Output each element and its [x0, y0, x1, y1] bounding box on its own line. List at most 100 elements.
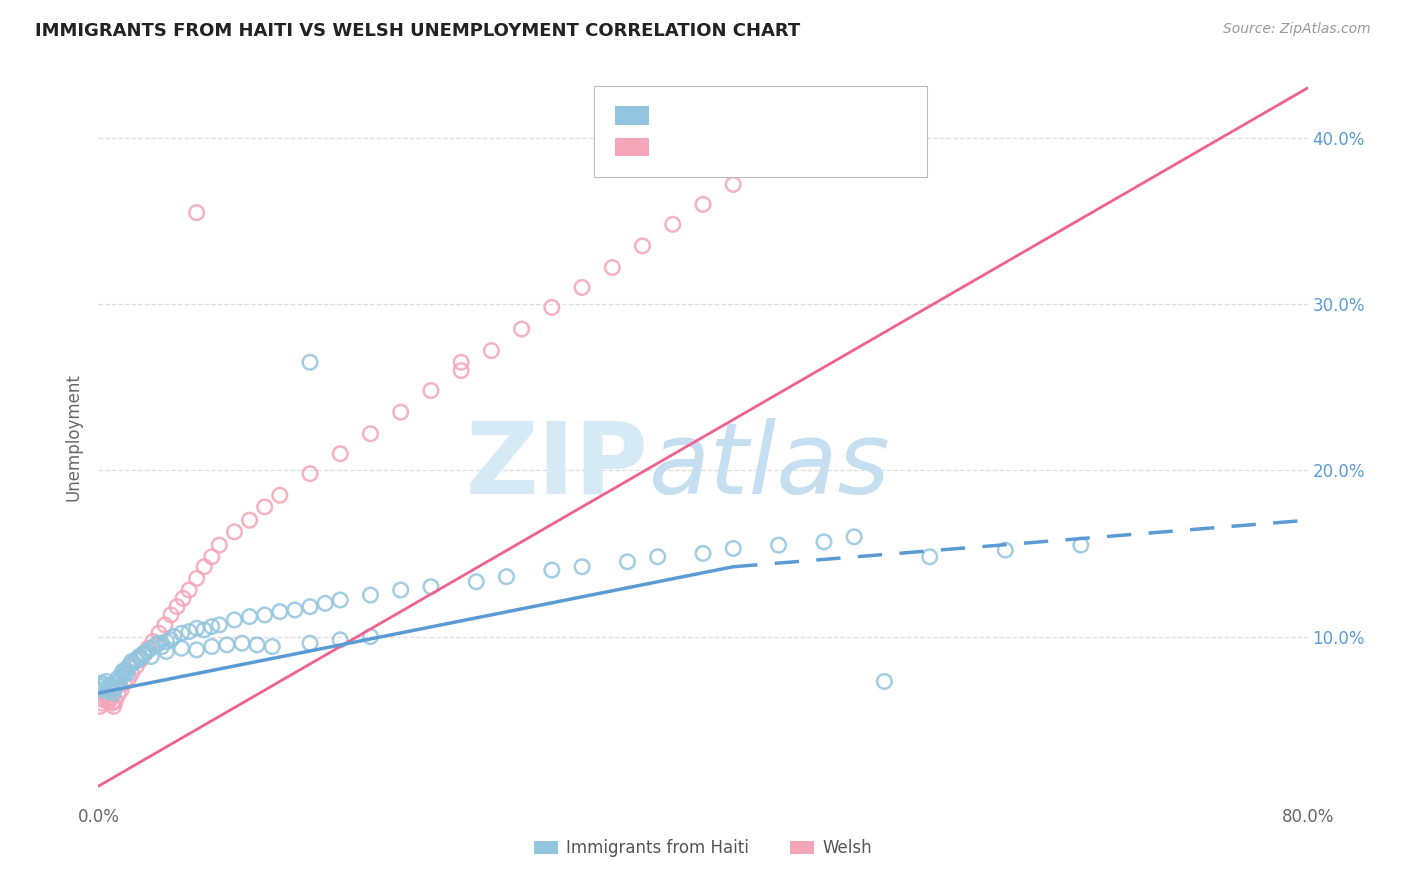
Point [193, 623, 215, 637]
Point [481, 343, 503, 358]
Point [108, 674, 131, 689]
Point [685, 155, 707, 169]
Point [299, 636, 322, 650]
Point [201, 619, 224, 633]
Text: N =: N = [772, 106, 820, 124]
Y-axis label: Unemployment: Unemployment [65, 373, 83, 501]
Point [89, 680, 111, 694]
Text: 79: 79 [827, 106, 849, 124]
Point [105, 676, 128, 690]
Point [112, 667, 135, 681]
Point [141, 641, 163, 656]
Point [111, 665, 134, 679]
Point [101, 682, 124, 697]
Point [193, 559, 215, 574]
Point [201, 640, 224, 654]
Point [918, 549, 941, 564]
Point [450, 363, 472, 377]
Point [96, 691, 118, 706]
Point [201, 549, 224, 564]
Point [186, 643, 208, 657]
Point [692, 546, 714, 560]
Point [329, 447, 352, 461]
Point [329, 593, 352, 607]
Point [1070, 538, 1092, 552]
Point [148, 626, 170, 640]
FancyBboxPatch shape [614, 138, 648, 156]
Point [148, 636, 170, 650]
Point [153, 618, 176, 632]
Point [994, 543, 1017, 558]
Text: Source: ZipAtlas.com: Source: ZipAtlas.com [1223, 22, 1371, 37]
Point [231, 636, 253, 650]
Point [110, 669, 132, 683]
Point [253, 500, 276, 514]
Point [112, 676, 135, 690]
Point [114, 663, 136, 677]
Point [510, 322, 533, 336]
Point [136, 641, 159, 656]
Point [115, 666, 138, 681]
Point [179, 582, 201, 597]
Point [186, 205, 208, 219]
Point [129, 653, 152, 667]
Point [616, 555, 638, 569]
Point [170, 641, 193, 656]
Point [269, 605, 291, 619]
Point [141, 649, 163, 664]
Point [110, 682, 132, 697]
Point [239, 609, 262, 624]
Point [98, 694, 121, 708]
Point [100, 691, 122, 706]
Point [155, 644, 177, 658]
Point [389, 582, 412, 597]
Point [91, 692, 114, 706]
Point [103, 686, 125, 700]
FancyBboxPatch shape [595, 86, 927, 178]
Point [873, 674, 896, 689]
Point [284, 603, 307, 617]
Point [186, 571, 208, 585]
Point [93, 691, 115, 706]
Point [224, 613, 246, 627]
Point [420, 580, 443, 594]
Point [262, 640, 284, 654]
Point [160, 632, 183, 647]
Point [571, 280, 593, 294]
Point [723, 178, 745, 192]
Point [118, 671, 141, 685]
Point [101, 696, 124, 710]
Point [844, 530, 866, 544]
Point [94, 674, 117, 689]
Point [121, 666, 143, 681]
Point [155, 634, 177, 648]
Text: R =: R = [658, 106, 695, 124]
Text: 0.779: 0.779 [702, 137, 755, 156]
FancyBboxPatch shape [614, 106, 648, 125]
Point [179, 624, 201, 639]
Point [768, 538, 790, 552]
Point [145, 638, 167, 652]
Point [98, 684, 121, 698]
Point [132, 648, 155, 662]
Point [495, 570, 517, 584]
Point [215, 638, 238, 652]
Point [170, 626, 193, 640]
Point [150, 640, 173, 654]
Text: IMMIGRANTS FROM HAITI VS WELSH UNEMPLOYMENT CORRELATION CHART: IMMIGRANTS FROM HAITI VS WELSH UNEMPLOYM… [35, 22, 800, 40]
Point [208, 538, 231, 552]
Point [122, 656, 145, 670]
Point [661, 217, 683, 231]
Point [602, 260, 624, 275]
Point [90, 696, 112, 710]
Point [125, 653, 148, 667]
Point [96, 681, 118, 695]
Point [129, 651, 152, 665]
Point [208, 618, 231, 632]
Point [103, 699, 125, 714]
Point [172, 591, 194, 606]
Point [314, 596, 336, 610]
Point [142, 634, 165, 648]
Point [135, 644, 157, 658]
Point [360, 630, 382, 644]
